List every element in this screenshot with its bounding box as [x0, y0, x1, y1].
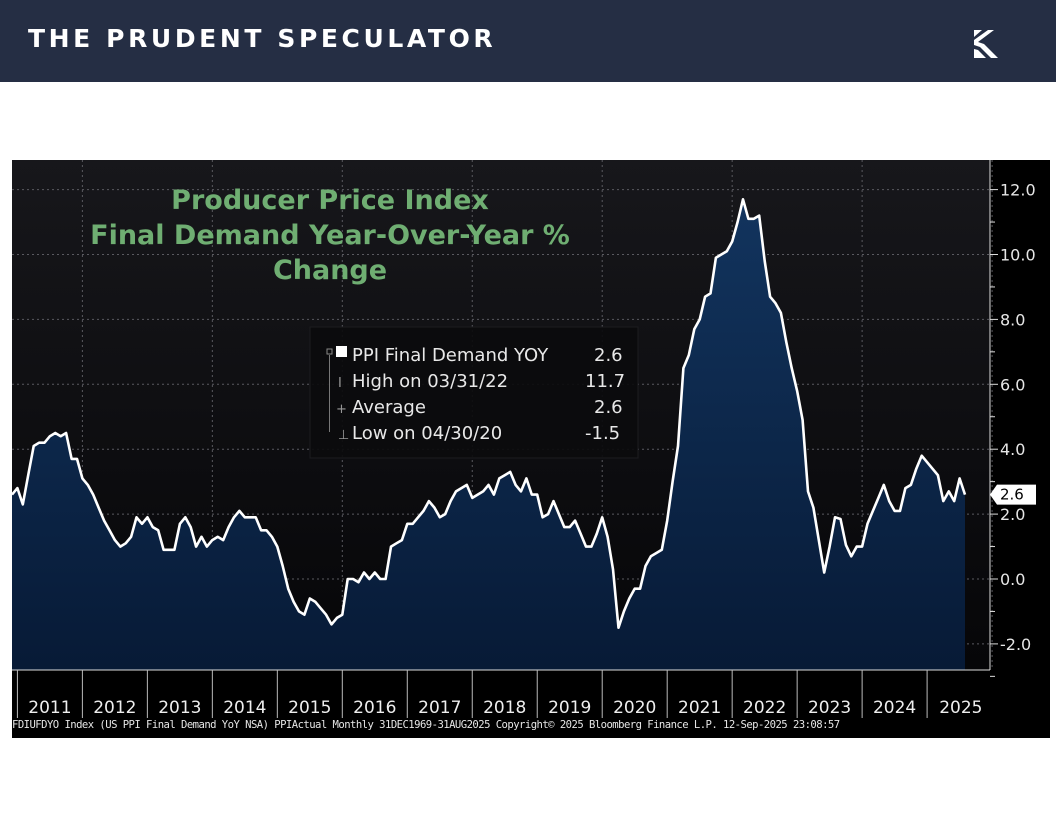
legend-average-label: Average [352, 397, 426, 418]
low-marker-icon: ⊥ [338, 428, 349, 443]
legend-series-label: PPI Final Demand YOY [352, 345, 549, 366]
collapse-icon[interactable] [326, 348, 333, 355]
legend-low-value: -1.5 [585, 423, 620, 444]
high-marker-icon: I [338, 376, 342, 391]
legend-high-value: 11.7 [585, 371, 625, 392]
chart-panel: 12.0 10.0 8.0 6.0 4.0 2.0 0.0 -2.0 2011 2012 2013… [11, 160, 1050, 738]
y-tick-label: 0.0 [1000, 570, 1025, 589]
legend-average-value: 2.6 [594, 397, 623, 418]
x-tick-label: 2011 [28, 698, 71, 718]
legend-box: PPI Final Demand YOY 2.6 I High on 03/31… [309, 326, 639, 459]
y-tick-label: -2.0 [1000, 635, 1031, 654]
prudent-speculator-k-logo-icon [974, 30, 998, 58]
legend-series-value: 2.6 [594, 345, 623, 366]
chart-footer-source: FDIUFDYO Index (US PPI Final Demand YoY … [12, 719, 840, 731]
x-tick-label: 2022 [743, 698, 786, 718]
x-tick-label: 2025 [939, 698, 982, 718]
last-value-marker: 2.6 [990, 484, 1036, 505]
brand-title: THE PRUDENT SPECULATOR [28, 24, 497, 53]
x-tick-label: 2018 [483, 698, 526, 718]
header-bar: THE PRUDENT SPECULATOR [0, 0, 1056, 82]
x-tick-label: 2024 [873, 698, 916, 718]
series-swatch-icon [336, 346, 347, 357]
chart-title-line: Producer Price Index [171, 185, 489, 216]
x-tick-label: 2020 [613, 698, 656, 718]
y-tick-label: 10.0 [1000, 246, 1036, 265]
x-tick-label: 2015 [288, 698, 331, 718]
y-tick-label: 4.0 [1000, 440, 1025, 459]
average-marker-icon: + [336, 402, 347, 417]
y-tick-label: 2.0 [1000, 505, 1025, 524]
x-tick-label: 2014 [223, 698, 266, 718]
x-tick-label: 2019 [548, 698, 591, 718]
x-tick-label: 2013 [158, 698, 201, 718]
y-tick-label: 6.0 [1000, 375, 1025, 394]
legend-low-label: Low on 04/30/20 [352, 423, 502, 444]
legend-high-label: High on 03/31/22 [352, 371, 508, 392]
y-tick-label: 8.0 [1000, 310, 1025, 329]
x-tick-label: 2016 [353, 698, 396, 718]
last-value-label: 2.6 [1000, 486, 1024, 504]
x-tick-label: 2023 [808, 698, 851, 718]
area-fill [12, 199, 965, 671]
x-tick-label: 2012 [93, 698, 136, 718]
x-tick-label: 2021 [678, 698, 721, 718]
y-tick-label: 12.0 [1000, 181, 1036, 200]
chart-title-line: Change [273, 255, 387, 286]
chart-title-line: Final Demand Year-Over-Year % [90, 220, 570, 251]
x-tick-label: 2017 [418, 698, 461, 718]
ppi-chart: 12.0 10.0 8.0 6.0 4.0 2.0 0.0 -2.0 2011 2012 2013… [11, 160, 1036, 718]
